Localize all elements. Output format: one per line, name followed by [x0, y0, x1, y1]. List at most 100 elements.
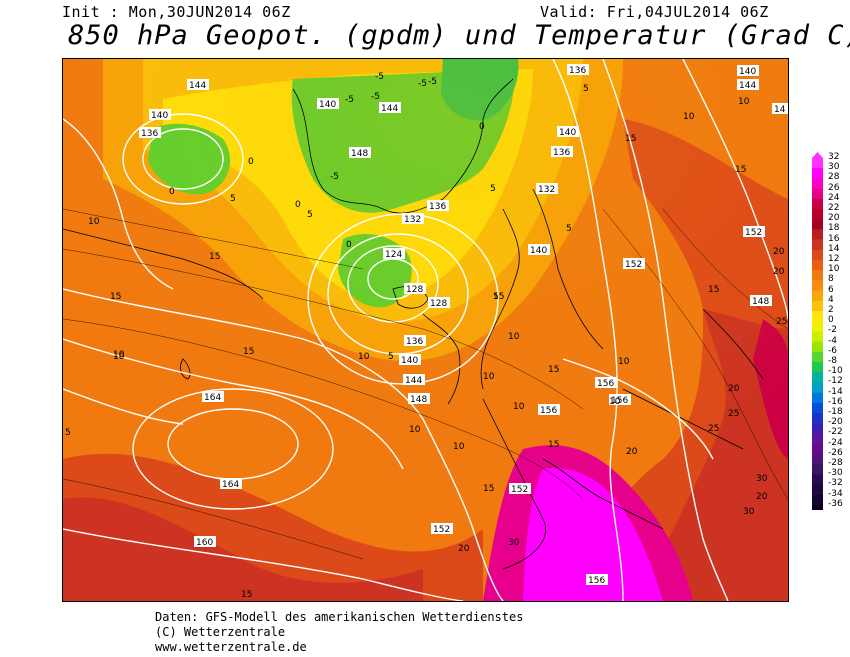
geo-label: 136 — [551, 146, 573, 158]
geo-label: 148 — [349, 147, 371, 159]
legend-swatch — [812, 464, 823, 475]
temp-label: 0 — [248, 157, 254, 167]
legend-swatch — [812, 494, 823, 506]
footer-url[interactable]: www.wetterzentrale.de — [155, 640, 307, 654]
legend-label: -20 — [828, 417, 843, 428]
legend-label: 4 — [828, 294, 834, 305]
legend-label: 0 — [828, 315, 834, 326]
legend-swatch — [812, 321, 823, 332]
temp-label: -5 — [330, 172, 339, 182]
temp-label: 15 — [708, 285, 719, 295]
legend-swatch — [812, 290, 823, 302]
temp-label: 30 — [743, 507, 755, 517]
legend-label: 2 — [828, 305, 834, 315]
temp-label: 10 — [358, 352, 370, 362]
temp-label: 15 — [625, 134, 636, 144]
svg-text:132: 132 — [538, 185, 555, 195]
legend-label: 8 — [828, 274, 834, 285]
temp-label: 5 — [490, 184, 496, 194]
geopotential-labels: 144 140 136 148 144 140 136 132 124 128 … — [139, 64, 788, 586]
temp-label: -5 — [371, 92, 380, 102]
footer-data-source: Daten: GFS-Modell des amerikanischen Wet… — [155, 610, 524, 624]
temp-label: 25 — [708, 424, 719, 434]
geo-label: 144 — [379, 102, 401, 114]
temp-label: 25 — [728, 409, 739, 419]
svg-text:140: 140 — [151, 111, 168, 121]
legend-swatch — [812, 249, 823, 261]
temp-label: -5 — [418, 79, 427, 89]
svg-text:152: 152 — [433, 525, 450, 535]
temp-label: 0 — [169, 187, 175, 197]
legend-label: 22 — [828, 203, 840, 213]
legend-label: -10 — [828, 366, 843, 377]
legend-swatch — [812, 229, 823, 240]
svg-text:140: 140 — [530, 246, 547, 256]
legend-label: -12 — [828, 376, 843, 387]
legend-swatch — [812, 270, 823, 281]
coastlines — [63, 78, 764, 570]
geo-label: 136 — [404, 335, 426, 347]
svg-text:128: 128 — [430, 299, 447, 309]
svg-text:152: 152 — [625, 260, 642, 270]
temp-label: 10 — [453, 442, 465, 452]
legend-arrow-top — [812, 152, 823, 158]
temp-label: 15 — [548, 440, 559, 450]
temp-label: 10 — [113, 350, 125, 360]
temp-label: 20 — [756, 492, 768, 502]
temp-label: 0 — [295, 200, 301, 210]
legend-swatch — [812, 331, 823, 342]
temp-label: 15 — [241, 590, 252, 600]
legend-swatch — [812, 219, 823, 230]
legend-label: -26 — [828, 447, 843, 458]
svg-text:140: 140 — [319, 100, 336, 110]
legend-swatch — [812, 311, 823, 322]
temp-label: 15 — [483, 484, 494, 494]
legend-swatch — [812, 158, 823, 169]
legend-label: -32 — [828, 478, 843, 489]
geo-label: 156 — [586, 574, 608, 586]
geo-label: 136 — [427, 200, 449, 212]
temp-label: 5 — [307, 210, 313, 220]
svg-text:164: 164 — [222, 480, 239, 490]
temp-label: 5 — [230, 194, 236, 204]
temp-label: 5 — [65, 428, 71, 438]
svg-text:160: 160 — [196, 538, 213, 548]
svg-text:144: 144 — [739, 81, 756, 91]
svg-text:14: 14 — [774, 105, 786, 115]
temp-label: 20 — [626, 447, 638, 457]
temp-label: 20 — [728, 384, 740, 394]
svg-text:128: 128 — [406, 285, 423, 295]
temp-label: 20 — [773, 247, 785, 257]
svg-text:140: 140 — [739, 67, 756, 77]
legend-label: 16 — [828, 233, 840, 244]
svg-text:144: 144 — [405, 376, 422, 386]
svg-text:144: 144 — [189, 81, 206, 91]
legend-swatch — [812, 372, 823, 383]
temp-label: 10 — [618, 357, 630, 367]
temp-label: -5 — [345, 95, 354, 105]
temp-label: 5 — [388, 352, 394, 362]
temp-label: -5 — [375, 72, 384, 82]
legend-label: -18 — [828, 407, 843, 417]
temp-label: 10 — [88, 217, 100, 227]
svg-text:152: 152 — [745, 228, 762, 238]
temp-label: 20 — [458, 544, 470, 554]
svg-text:136: 136 — [141, 129, 158, 139]
legend-swatch — [812, 443, 823, 455]
legend-label: 30 — [828, 162, 840, 173]
geo-label: 140 — [317, 98, 339, 110]
temp-label: 10 — [483, 372, 495, 382]
map-canvas: 144 140 136 148 144 140 136 132 124 128 … — [63, 59, 788, 601]
geo-label: 140 — [399, 354, 421, 366]
svg-text:156: 156 — [588, 576, 605, 586]
svg-text:156: 156 — [611, 396, 628, 406]
temp-label: 10 — [609, 397, 621, 407]
geo-label: 140 — [149, 109, 171, 121]
legend-label: -34 — [828, 488, 843, 499]
legend-label: -28 — [828, 458, 843, 468]
legend-label: -8 — [828, 356, 837, 366]
legend-label: 32 — [828, 152, 840, 162]
temp-label: 30 — [508, 538, 520, 548]
geo-label: 144 — [737, 79, 759, 91]
temp-label: 10 — [683, 112, 695, 122]
